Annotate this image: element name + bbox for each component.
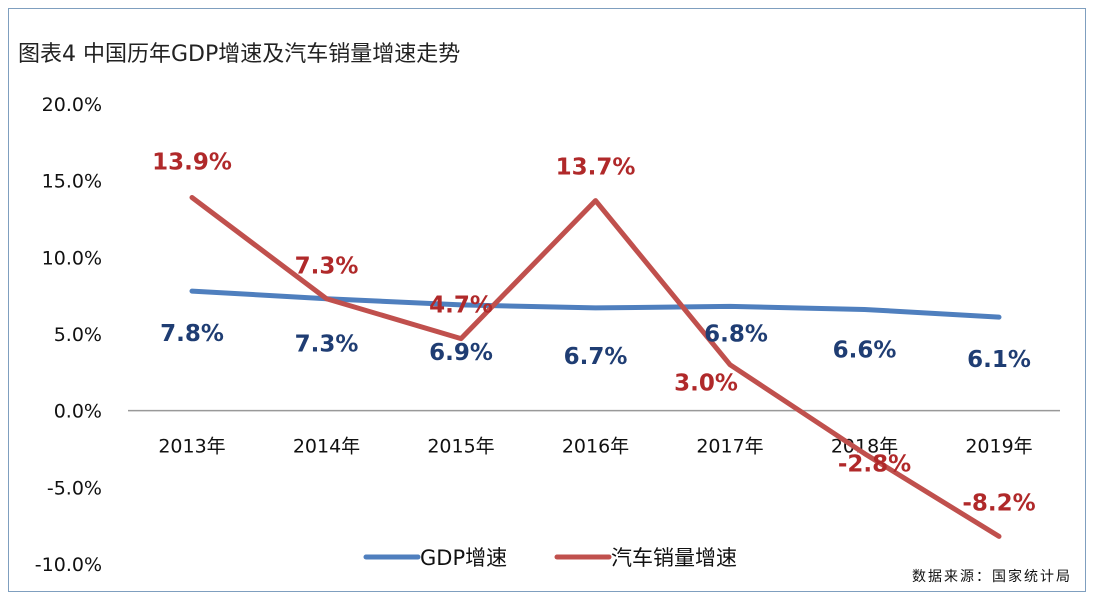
- legend: GDP增速 汽车销量增速: [363, 546, 737, 570]
- y-tick-label: -10.0%: [35, 554, 102, 576]
- legend-item-auto-sales-label: 汽车销量增速: [611, 546, 737, 570]
- data-label-auto-sales: 13.9%: [152, 150, 232, 176]
- data-label-gdp: 6.6%: [833, 337, 897, 363]
- chart-title: 图表4 中国历年GDP增速及汽车销量增速走势: [18, 42, 461, 67]
- data-label-gdp: 6.9%: [429, 340, 493, 366]
- y-axis-ticks: 20.0% 15.0% 10.0% 5.0% 0.0% -5.0% -10.0%: [35, 94, 102, 576]
- x-tick-label: 2019年: [965, 436, 1032, 458]
- x-tick-label: 2015年: [427, 436, 494, 458]
- legend-item-gdp-label: GDP增速: [420, 546, 507, 570]
- data-label-auto-sales: -2.8%: [838, 452, 911, 478]
- data-label-gdp: 6.8%: [704, 321, 768, 347]
- y-tick-label: 5.0%: [54, 324, 102, 346]
- data-label-gdp: 6.1%: [967, 347, 1031, 373]
- x-tick-label: 2017年: [696, 436, 763, 458]
- series-lines: [189, 195, 1002, 539]
- y-tick-label: 20.0%: [42, 94, 102, 116]
- data-labels: 7.8% 7.3% 6.9% 6.7% 6.8% 6.6% 6.1% 13.9% 7.3% 4.7…: [152, 150, 1036, 517]
- data-label-auto-sales: 13.7%: [556, 155, 636, 181]
- data-label-gdp: 6.7%: [564, 344, 628, 370]
- chart-frame: [8, 8, 1086, 592]
- series-line-gdp: [189, 288, 1002, 320]
- x-tick-label: 2013年: [158, 436, 225, 458]
- data-label-auto-sales: 3.0%: [674, 371, 738, 397]
- data-label-auto-sales: 7.3%: [295, 254, 359, 280]
- x-tick-label: 2014年: [293, 436, 360, 458]
- data-label-gdp: 7.3%: [295, 332, 359, 358]
- source-note: 数据来源：国家统计局: [912, 569, 1072, 585]
- data-label-auto-sales: -8.2%: [962, 490, 1035, 516]
- x-tick-label: 2016年: [562, 436, 629, 458]
- series-line-auto-sales: [189, 195, 1002, 539]
- x-axis-ticks: 2013年 2014年 2015年 2016年 2017年 2018年 2019年: [158, 436, 1032, 458]
- data-label-auto-sales: 4.7%: [429, 293, 493, 319]
- y-tick-label: 10.0%: [42, 247, 102, 269]
- data-label-gdp: 7.8%: [160, 321, 224, 347]
- y-tick-label: 0.0%: [54, 401, 102, 423]
- y-tick-label: -5.0%: [47, 477, 102, 499]
- y-tick-label: 15.0%: [42, 171, 102, 193]
